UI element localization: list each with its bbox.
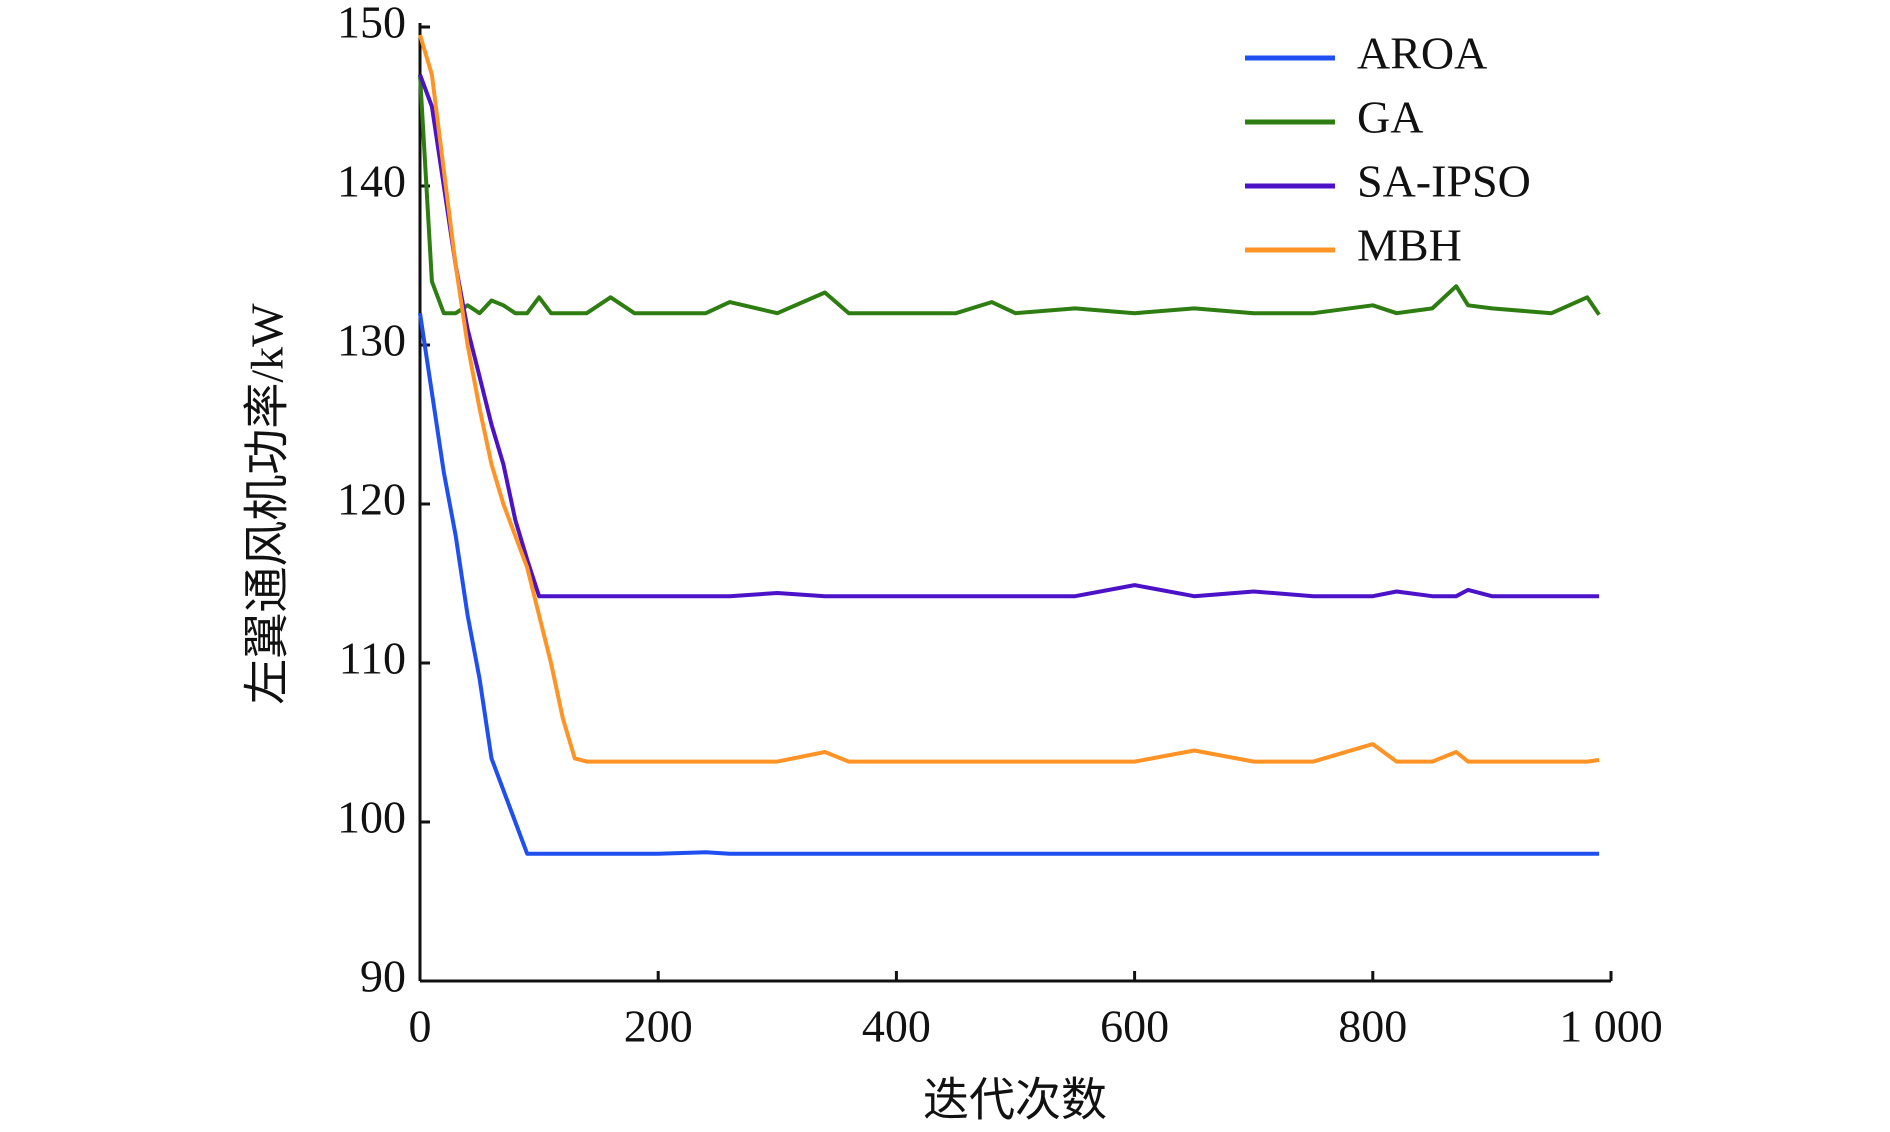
y-axis-label: 左翼通风机功率/kW — [242, 303, 293, 705]
x-tick-label: 800 — [1338, 1001, 1407, 1052]
series-line — [418, 34, 1600, 764]
y-tick-label: 110 — [339, 633, 406, 684]
y-tick-label: 130 — [337, 315, 406, 366]
legend-label: GA — [1357, 92, 1423, 143]
legend-label: AROA — [1357, 28, 1487, 79]
x-tick-label: 0 — [409, 1001, 432, 1052]
y-tick-label: 100 — [337, 792, 406, 843]
series-line — [418, 74, 1601, 316]
y-tick-label: 150 — [337, 0, 406, 48]
legend-label: SA-IPSO — [1357, 156, 1531, 207]
x-tick-label: 200 — [624, 1001, 693, 1052]
y-tick-label: 90 — [360, 951, 406, 1002]
y-tick-label: 120 — [337, 474, 406, 525]
series-line — [418, 73, 1600, 599]
x-axis-label: 迭代次数 — [923, 1075, 1107, 1126]
series-line — [418, 312, 1600, 856]
x-tick-label: 400 — [862, 1001, 931, 1052]
x-tick-label: 600 — [1100, 1001, 1169, 1052]
legend-label: MBH — [1357, 220, 1462, 271]
y-tick-label: 140 — [337, 156, 406, 207]
x-tick-label: 1 000 — [1559, 1001, 1663, 1052]
